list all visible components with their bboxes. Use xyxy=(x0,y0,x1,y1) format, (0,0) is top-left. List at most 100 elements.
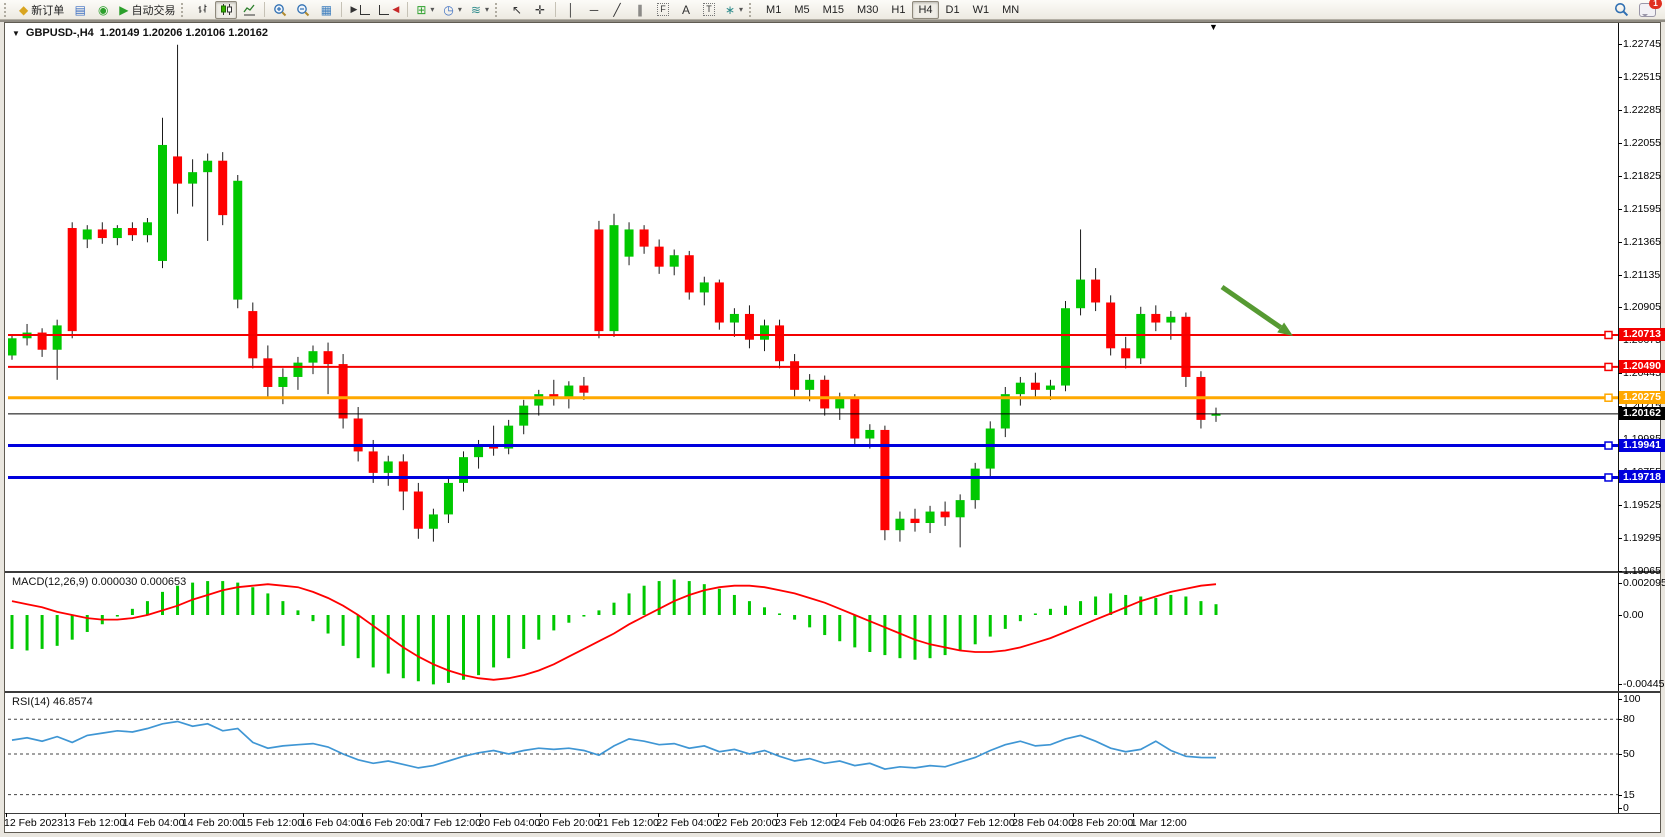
chart-window-button[interactable]: ▤ xyxy=(69,1,91,19)
price-level-flag[interactable]: 1.19941 xyxy=(1619,438,1665,452)
bar-chart-button[interactable] xyxy=(192,1,214,19)
chat-icon[interactable]: 1 xyxy=(1639,0,1662,17)
candle-body xyxy=(970,468,980,501)
tile-windows-button[interactable]: ▦ xyxy=(315,1,337,19)
candle-body xyxy=(1151,313,1161,323)
timeframe-button-h1[interactable]: H1 xyxy=(885,1,911,19)
chevron-down-icon: ▾ xyxy=(457,5,462,14)
candle-body xyxy=(684,255,694,293)
price-level-flag[interactable]: 1.20275 xyxy=(1619,390,1665,404)
line-handle[interactable] xyxy=(1604,393,1613,402)
candle-body xyxy=(52,325,62,350)
indicators-button[interactable]: ≋ ▾ xyxy=(467,1,493,19)
text-label-button[interactable]: T xyxy=(698,1,720,19)
zoom-out-button[interactable] xyxy=(292,1,314,19)
timeframe-button-w1[interactable]: W1 xyxy=(967,1,996,19)
price-level-flag[interactable]: 1.20490 xyxy=(1619,359,1665,373)
autotrade-button[interactable]: ▶ 自动交易 xyxy=(115,1,179,19)
macd-panel[interactable] xyxy=(8,573,1618,690)
rsi-axis-tick xyxy=(1618,719,1622,721)
candle-body xyxy=(1181,316,1191,377)
fibonacci-button[interactable]: F xyxy=(652,1,674,19)
date-axis-label: 23 Feb 12:00 xyxy=(774,817,837,829)
candle-body xyxy=(775,325,785,362)
horizontal-line-icon: ─ xyxy=(589,2,599,17)
chart-shift-marker[interactable]: ▼ xyxy=(1209,22,1218,32)
new-order-label: 新订单 xyxy=(31,4,65,17)
notification-badge: 1 xyxy=(1649,0,1662,9)
candle-body xyxy=(564,385,574,399)
auto-scroll-button[interactable]: ▶ xyxy=(346,1,374,19)
timeframe-button-m1[interactable]: M1 xyxy=(760,1,787,19)
arrows-shapes-button[interactable]: ∗ ▾ xyxy=(721,1,747,19)
price-axis-tick xyxy=(1618,175,1622,177)
annotation-arrow[interactable] xyxy=(1220,284,1283,330)
equidistant-channel-icon: ∥ xyxy=(636,2,643,17)
line-handle[interactable] xyxy=(1604,330,1613,340)
horizontal-line-button[interactable]: ─ xyxy=(583,1,605,19)
zoom-in-button[interactable] xyxy=(269,1,291,19)
candle-body xyxy=(624,229,634,257)
candle-body xyxy=(1076,279,1086,309)
price-chart-panel[interactable] xyxy=(8,24,1618,570)
candle-body xyxy=(1136,313,1146,359)
text-tool-button[interactable]: A xyxy=(675,1,697,19)
new-template-button[interactable]: ⊞ ▾ xyxy=(412,1,438,19)
signals-button[interactable]: ◉ xyxy=(92,1,114,19)
trend-line-button[interactable]: ╱ xyxy=(606,1,628,19)
date-axis-label: 21 Feb 12:00 xyxy=(597,817,659,829)
toolbar-grip[interactable] xyxy=(4,2,11,17)
price-axis-tick xyxy=(1618,538,1622,540)
periods-button[interactable]: ◷ ▾ xyxy=(439,1,466,19)
toolbar-grip[interactable] xyxy=(494,2,502,17)
indicators-icon: ≋ xyxy=(470,2,481,17)
chart-shift-button[interactable]: ◀ xyxy=(375,1,403,19)
date-axis-tick xyxy=(1132,813,1134,817)
line-chart-button[interactable] xyxy=(238,1,260,19)
candle-body xyxy=(639,229,649,247)
toolbar-grip[interactable] xyxy=(749,2,756,17)
candle-body xyxy=(1121,348,1131,359)
rsi-axis-label: 50 xyxy=(1623,748,1635,760)
timeframe-button-h4[interactable]: H4 xyxy=(912,0,939,19)
new-order-button[interactable]: ◆ 新订单 xyxy=(15,1,68,19)
timeframe-button-d1[interactable]: D1 xyxy=(940,1,966,19)
price-level-flag[interactable]: 1.19718 xyxy=(1619,470,1665,484)
candle-body xyxy=(955,500,965,518)
timeframe-button-mn[interactable]: MN xyxy=(996,1,1025,19)
search-icon[interactable] xyxy=(1614,2,1629,17)
candlestick-chart-button[interactable] xyxy=(215,0,238,19)
line-handle[interactable] xyxy=(1604,362,1613,372)
candle-body xyxy=(459,457,468,483)
rsi-panel[interactable] xyxy=(8,693,1618,812)
annotation-arrowhead[interactable] xyxy=(1277,322,1293,336)
cursor-button[interactable]: ↖ xyxy=(506,1,528,19)
arrows-shapes-icon: ∗ xyxy=(724,2,736,17)
price-axis-tick xyxy=(1618,76,1622,78)
timeframe-button-m5[interactable]: M5 xyxy=(788,1,815,19)
vertical-line-button[interactable]: │ xyxy=(560,1,582,19)
price-axis-label: 1.21365 xyxy=(1623,235,1661,248)
timeframe-group: M1 M5 M15 M30 H1 H4 D1 W1 MN xyxy=(760,0,1025,19)
candle-body xyxy=(985,428,995,469)
timeframe-button-m30[interactable]: M30 xyxy=(851,1,884,19)
crosshair-button[interactable]: ✛ xyxy=(529,1,551,19)
panel-splitter[interactable] xyxy=(5,571,1660,573)
macd-axis-label: 0.002095 xyxy=(1623,576,1665,589)
fibonacci-icon: F xyxy=(657,3,669,16)
candle-body xyxy=(308,351,318,363)
equidistant-channel-button[interactable]: ∥ xyxy=(629,1,651,19)
candle-body xyxy=(82,229,92,240)
line-handle[interactable] xyxy=(1604,441,1613,450)
date-axis-tick xyxy=(302,813,304,817)
toolbar-grip[interactable] xyxy=(181,2,188,17)
panel-splitter[interactable] xyxy=(5,691,1660,693)
chart-window[interactable] xyxy=(4,22,1661,833)
price-axis-label: 1.22055 xyxy=(1623,136,1661,149)
candle-body xyxy=(534,394,544,406)
price-level-flag[interactable]: 1.20713 xyxy=(1619,327,1665,341)
line-handle[interactable] xyxy=(1604,473,1613,482)
timeframe-button-m15[interactable]: M15 xyxy=(817,1,850,19)
cursor-icon: ↖ xyxy=(511,2,522,17)
